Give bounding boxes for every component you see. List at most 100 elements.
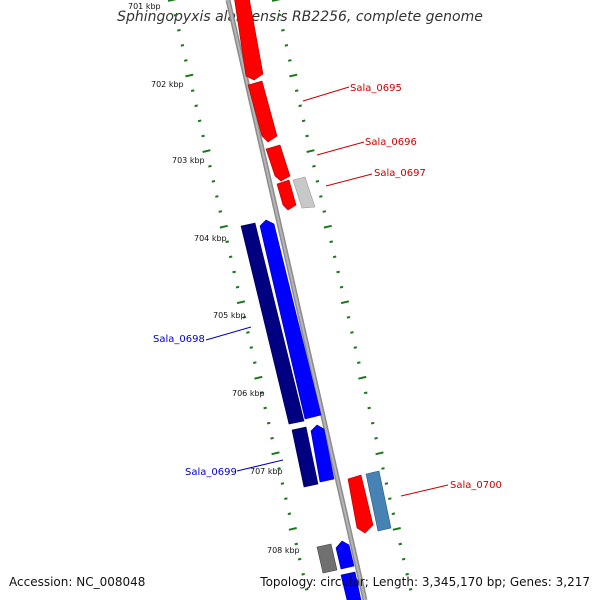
track-tick <box>298 104 302 108</box>
gene-label-sala-0699[interactable]: Sala_0699 <box>185 467 237 478</box>
gene-box-sala-0698[interactable] <box>240 222 305 425</box>
gene-box-sala-0697[interactable] <box>292 176 316 209</box>
map-title: Sphingopyxis alaskensis RB2256, complete… <box>117 9 483 25</box>
gene-label-sala-0698[interactable]: Sala_0698 <box>153 334 205 345</box>
track-tick <box>208 164 212 168</box>
track-tick <box>270 436 274 440</box>
track-tick <box>232 270 236 274</box>
track-tick <box>322 210 327 213</box>
scale-label-704: 704 kbp <box>194 234 227 243</box>
track-tick <box>405 572 409 576</box>
gene-box-sala-0700-b[interactable] <box>365 470 392 532</box>
gene-arrow-sala-0699[interactable] <box>310 424 335 483</box>
track-tick <box>294 542 299 546</box>
track-tick <box>252 361 257 364</box>
track-tick <box>246 331 250 334</box>
gene-arrow-blue-bottom[interactable] <box>335 540 355 570</box>
track-tick <box>384 482 389 485</box>
track-tick <box>287 59 292 62</box>
genes-label: Genes: <box>509 575 552 589</box>
track-tick <box>329 240 334 244</box>
track-tick <box>218 210 223 213</box>
length-value: 3,345,170 bp; <box>421 575 507 589</box>
track-tick <box>398 542 403 546</box>
gene-label-sala-0695[interactable]: Sala_0695 <box>350 83 402 94</box>
track-tick <box>332 255 337 259</box>
track-tick <box>173 13 178 17</box>
track-tick <box>353 346 358 349</box>
track-tick <box>336 270 340 274</box>
track-tick <box>381 467 385 470</box>
accession-info: Accession: NC_008048 <box>9 575 145 589</box>
track-tick <box>242 316 247 319</box>
scale-label-708: 708 kbp <box>267 546 300 555</box>
track-tick <box>185 73 194 78</box>
track-tick <box>363 391 368 395</box>
gene-features <box>234 0 392 600</box>
track-tick <box>225 240 230 244</box>
track-tick <box>167 0 177 2</box>
gene-label-sala-0697[interactable]: Sala_0697 <box>374 168 426 179</box>
leader-line-sala-0697 <box>325 173 373 187</box>
genome-stats: Topology: circular; Length: 3,345,170 bp… <box>260 575 590 589</box>
track-tick <box>374 436 378 440</box>
gene-box-blue-bottom-2[interactable] <box>340 571 362 600</box>
track-tick <box>190 89 195 92</box>
gene-label-sala-0696[interactable]: Sala_0696 <box>365 137 417 148</box>
gene-arrow-sala-0695a[interactable] <box>234 0 264 81</box>
track-tick <box>392 527 401 531</box>
track-tick <box>235 285 240 289</box>
gene-arrow-sala-0698[interactable] <box>259 219 322 420</box>
track-tick <box>312 164 316 168</box>
gene-arrow-red-small[interactable] <box>276 179 297 211</box>
track-tick <box>297 557 302 561</box>
track-tick <box>277 467 281 470</box>
scale-label-702: 702 kbp <box>151 80 184 89</box>
track-tick <box>211 180 216 183</box>
track-tick <box>197 119 202 123</box>
track-tick <box>367 406 371 410</box>
track-tick <box>194 104 198 108</box>
gene-label-group: Sala_0695 Sala_0696 Sala_0697 Sala_0698 … <box>153 83 502 497</box>
track-tick <box>294 89 299 92</box>
gene-arrow-sala-0696[interactable] <box>265 144 291 182</box>
gene-box-sala-0699[interactable] <box>291 426 319 488</box>
gene-arrow-sala-0695[interactable] <box>247 80 278 143</box>
track-tick <box>201 134 205 138</box>
track-tick <box>284 44 289 47</box>
accession-label: Accession: <box>9 575 73 589</box>
scale-label-705: 705 kbp <box>213 311 246 320</box>
scale-label-703: 703 kbp <box>172 156 205 165</box>
track-tick <box>340 300 350 305</box>
scale-label-706: 706 kbp <box>232 389 265 398</box>
track-tick <box>339 285 344 289</box>
topology-value: circular; <box>320 575 369 589</box>
track-tick <box>370 421 375 425</box>
track-tick <box>346 316 351 319</box>
length-label: Length: <box>372 575 419 589</box>
gene-box-gray-bottom[interactable] <box>316 543 338 574</box>
track-tick <box>319 195 323 198</box>
genes-value: 3,217 <box>555 575 590 589</box>
track-tick <box>259 391 264 395</box>
track-tick <box>315 180 320 183</box>
track-tick <box>301 119 306 123</box>
track-tick <box>183 59 188 62</box>
leader-line-sala-0700 <box>400 484 449 497</box>
track-tick <box>323 224 332 229</box>
track-tick <box>306 149 315 153</box>
genome-backbone-highlight <box>227 0 366 600</box>
gene-arrow-sala-0700[interactable] <box>347 474 374 534</box>
gene-label-sala-0700[interactable]: Sala_0700 <box>450 480 502 491</box>
track-tick <box>356 361 361 364</box>
track-tick <box>177 28 181 32</box>
track-tick <box>254 375 263 380</box>
scale-labels: 701 kbp 702 kbp 703 kbp 704 kbp 705 kbp … <box>128 2 300 555</box>
track-tick <box>401 557 406 561</box>
track-tick <box>281 28 285 32</box>
track-tick <box>284 497 288 500</box>
track-tick <box>228 255 233 259</box>
track-tick <box>305 134 309 138</box>
track-tick <box>266 421 271 425</box>
